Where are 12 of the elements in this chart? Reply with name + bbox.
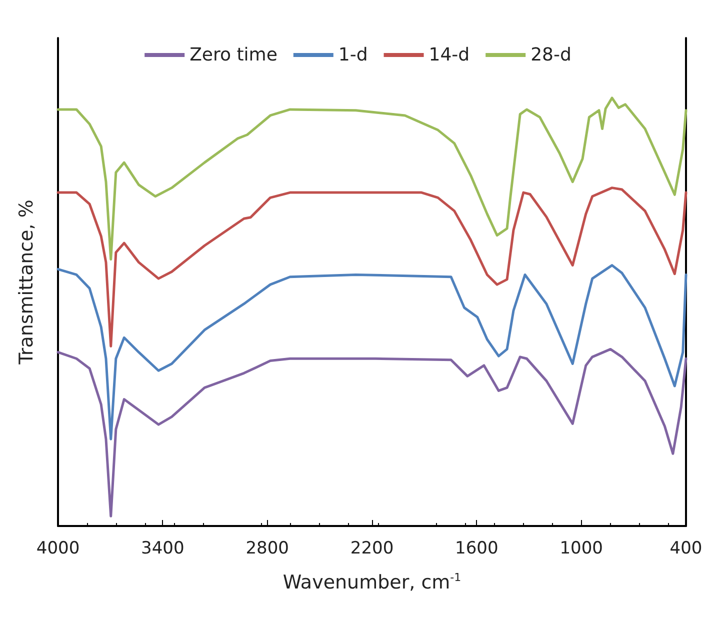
legend-label: 1-d [338, 44, 368, 66]
y-axis-title: Transmittance, % [16, 200, 38, 366]
x-tick-label: 2800 [246, 538, 289, 558]
x-tick-label: 4000 [36, 538, 80, 558]
x-tick-label: 1000 [560, 538, 603, 558]
x-tick-label: 3400 [141, 538, 184, 558]
x-tick-label: 1600 [455, 538, 498, 558]
legend-label: Zero time [190, 44, 278, 66]
legend-label: 28-d [530, 44, 572, 66]
x-tick-label: 400 [670, 538, 702, 558]
legend-label: 14-d [428, 44, 470, 66]
x-tick-label: 2200 [350, 538, 394, 558]
